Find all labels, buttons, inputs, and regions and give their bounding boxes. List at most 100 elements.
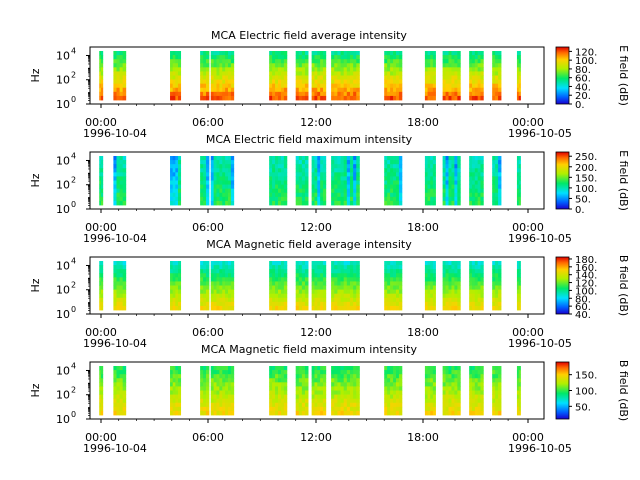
spectrogram-cell [516,188,520,194]
spectrogram-cell [495,79,499,85]
spectrogram-cell [219,83,223,89]
spectrogram-cell [451,200,455,206]
spectrogram-cell [343,172,348,177]
spectrogram-cell [99,277,102,282]
spectrogram-cell [480,79,484,85]
spectrogram-cell [269,51,273,56]
spectrogram-cell [317,160,321,165]
spectrogram-cell [216,410,220,416]
spectrogram-cell [432,83,436,89]
spectrogram-cell [222,176,226,181]
spectrogram-cell [225,394,229,400]
spectrogram-cell [322,410,327,416]
spectrogram-cell [272,305,276,311]
spectrogram-cell [432,71,436,76]
spectrogram-cell [480,285,484,290]
spectrogram-cell [516,285,520,290]
spectrogram-cell [210,382,215,387]
spectrogram-cell [119,188,124,194]
spectrogram-cell [349,297,354,303]
spectrogram-cell [222,192,226,198]
spectrogram-cell [387,398,391,404]
spectrogram-cell [448,269,452,274]
spectrogram-cell [177,261,182,266]
spectrogram-cell [113,91,117,97]
spectrogram-cell [451,180,455,185]
spectrogram-cell [356,386,360,391]
spectrogram-cell [480,164,484,169]
spectrogram-cell [471,269,476,274]
spectrogram-cell [387,200,391,206]
spectrogram-cell [340,281,345,286]
spectrogram-cell [280,305,285,311]
spectrogram-cell [206,406,210,412]
spectrogram-cell [451,71,455,76]
spectrogram-cell [216,289,220,295]
spectrogram-cell [314,265,318,270]
colorbar-tick-label: 80. [575,65,591,76]
spectrogram-cell [387,370,391,375]
spectrogram-cell [228,390,232,395]
spectrogram-cell [177,277,182,282]
spectrogram-cell [314,91,318,97]
spectrogram-cell [432,63,436,68]
spectrogram-cell [492,79,496,85]
spectrogram-cell [432,374,436,379]
spectrogram-cell [516,402,520,408]
spectrogram-cell [334,63,338,68]
spectrogram-cell [430,410,434,416]
spectrogram-cell [222,87,226,93]
spectrogram-cell [210,406,215,412]
spectrogram-cell [474,297,479,303]
spectrogram-cell [228,305,232,311]
spectrogram-cell [471,71,476,76]
spectrogram-cell [331,79,335,85]
spectrogram-cell [175,406,179,412]
spectrogram-cell [206,378,210,383]
spectrogram-cell [216,59,220,64]
spectrogram-cell [474,79,479,85]
spectrogram-cell [353,402,357,408]
spectrogram-cell [206,156,210,161]
spectrogram-cell [343,95,348,101]
spectrogram-cell [216,160,220,165]
spectrogram-cell [384,71,388,76]
spectrogram-cell [275,79,279,85]
spectrogram-cell [498,390,502,395]
spectrogram-cell [343,285,348,290]
spectrogram-cell [457,261,461,266]
spectrogram-cell [353,285,357,290]
spectrogram-cell [457,75,461,80]
spectrogram-cell [283,410,288,416]
data-block [311,51,327,101]
spectrogram-cell [206,273,210,278]
spectrogram-cell [101,410,104,416]
spectrogram-cell [398,382,403,387]
spectrogram-cell [228,374,232,379]
spectrogram-cell [206,71,210,76]
spectrogram-cell [356,200,360,206]
spectrogram-cell [445,402,449,408]
data-block [170,51,182,101]
spectrogram-cell [398,55,403,60]
spectrogram-cell [322,79,327,85]
spectrogram-cell [200,180,204,185]
spectrogram-cell [340,374,345,379]
spectrogram-cell [222,281,226,286]
spectrogram-cell [387,261,391,266]
spectrogram-cell [322,176,327,181]
spectrogram-cell [225,156,229,161]
spectrogram-cell [275,265,279,270]
spectrogram-cell [275,390,279,395]
spectrogram-cell [301,87,306,93]
spectrogram-cell [516,71,520,76]
spectrogram-cell [445,390,449,395]
spectrogram-cell [177,285,182,290]
spectrogram-cell [498,59,502,64]
spectrogram-cell [498,398,502,404]
spectrogram-cell [295,164,300,169]
spectrogram-cell [272,91,276,97]
spectrogram-cell [206,168,210,173]
y-tick-label-base: 10 [56,179,70,192]
